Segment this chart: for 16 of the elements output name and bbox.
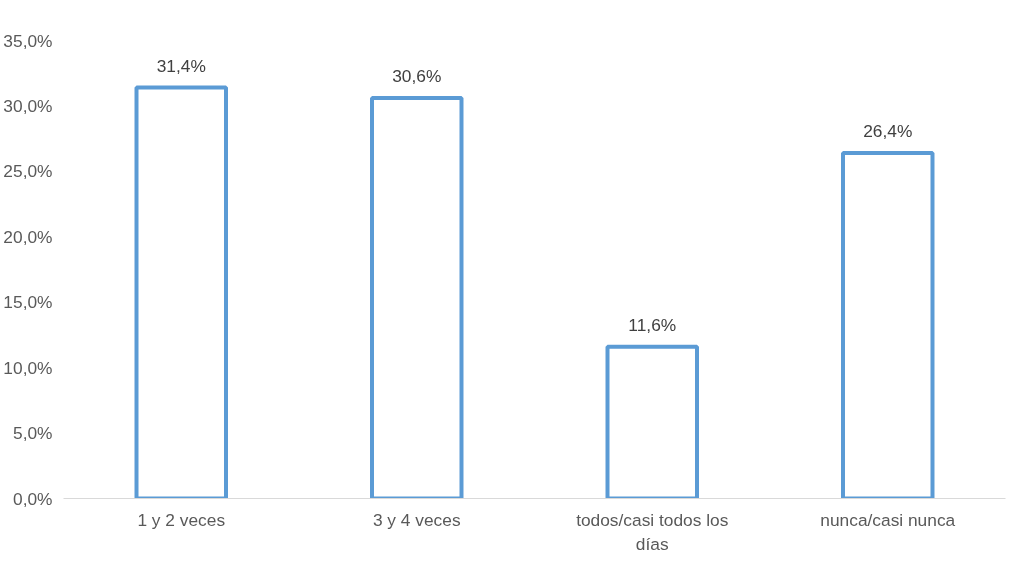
y-tick-label: 15,0% xyxy=(3,292,53,313)
y-tick-label: 10,0% xyxy=(3,357,53,378)
y-tick-label: 25,0% xyxy=(3,161,53,182)
y-tick-label: 0,0% xyxy=(13,488,53,509)
data-label: 11,6% xyxy=(628,314,677,335)
y-tick-label: 5,0% xyxy=(13,423,53,444)
data-label: 30,6% xyxy=(392,66,442,87)
x-tick-label: 3 y 4 veces xyxy=(372,509,461,530)
x-tick-label: 1 y 2 veces xyxy=(137,509,226,530)
x-tick-label: nunca/casi nunca xyxy=(820,509,956,530)
data-label: 26,4% xyxy=(863,121,913,142)
x-tick-label: todos/casi todos los días xyxy=(576,509,729,554)
y-tick-label: 20,0% xyxy=(3,226,53,247)
data-label: 31,4% xyxy=(156,55,206,76)
y-tick-label: 30,0% xyxy=(3,95,53,116)
y-tick-label: 35,0% xyxy=(3,30,53,51)
